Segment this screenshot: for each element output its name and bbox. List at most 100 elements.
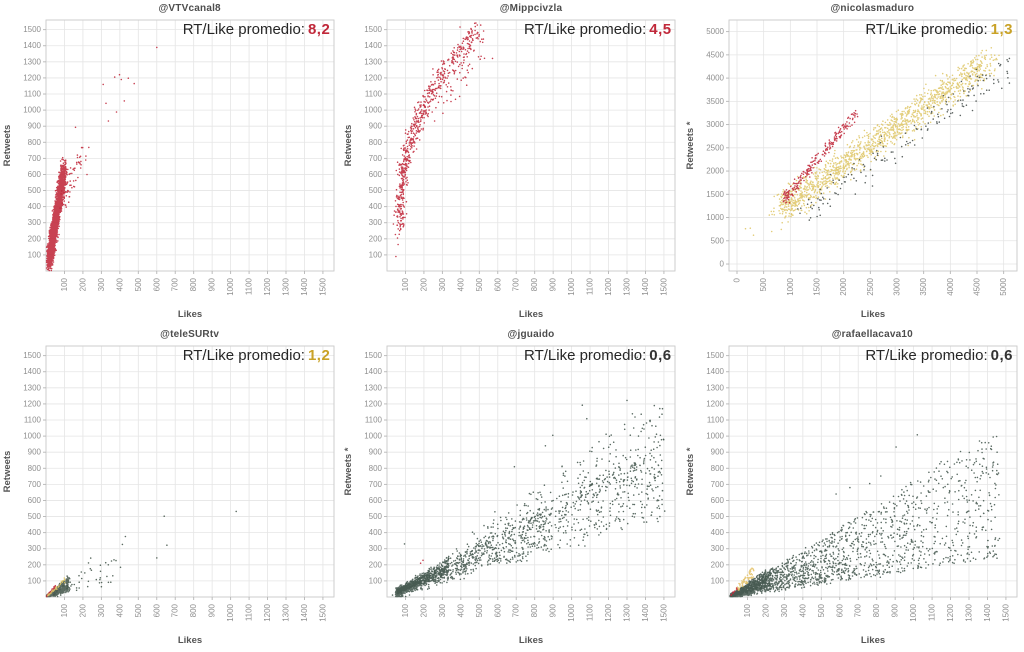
svg-text:500: 500 [134,277,143,291]
svg-text:500: 500 [710,512,724,521]
svg-text:100: 100 [401,277,410,291]
annotation-value: 8,2 [307,21,331,38]
svg-text:1500: 1500 [23,351,41,360]
rt-like-annotation: RT/Like promedio: 0,6 [865,347,1013,364]
svg-text:1200: 1200 [365,73,383,82]
svg-text:Likes: Likes [861,309,885,320]
svg-text:2500: 2500 [706,143,724,152]
svg-text:1000: 1000 [706,432,724,441]
svg-text:700: 700 [28,154,42,163]
svg-text:0: 0 [732,277,741,282]
annotation-value: 0,6 [990,347,1013,364]
scatter-panel-vtvcanal8: 100 200 300 400 500 600 700 800 900 1000 1100 1200 1… [0,0,342,326]
svg-text:100: 100 [60,277,69,291]
svg-text:500: 500 [369,186,383,195]
svg-text:500: 500 [710,236,724,245]
svg-text:600: 600 [28,170,42,179]
annotation-label: RT/Like promedio: [865,21,988,38]
svg-text:1200: 1200 [604,277,613,295]
svg-text:400: 400 [28,528,42,537]
chart-title: @nicolasmaduro [830,3,915,14]
svg-text:100: 100 [60,603,69,617]
svg-text:200: 200 [78,603,87,617]
svg-text:800: 800 [872,603,881,617]
svg-text:700: 700 [171,277,180,291]
svg-text:1300: 1300 [23,383,41,392]
svg-text:600: 600 [369,496,383,505]
svg-text:100: 100 [743,603,752,617]
svg-text:1400: 1400 [365,367,383,376]
svg-text:Likes: Likes [519,309,543,320]
rt-like-annotation: RT/Like promedio: 4,5 [524,21,672,38]
svg-text:300: 300 [438,603,447,617]
svg-text:100: 100 [401,603,410,617]
scatter-plot-mippcivzla: 100 200 300 400 500 600 700 800 900 1000 1100 1200 1… [343,19,676,320]
annotation-value: 0,6 [649,347,672,364]
svg-text:900: 900 [369,122,383,131]
svg-text:1100: 1100 [927,603,936,621]
svg-text:4000: 4000 [945,277,954,295]
scatter-plot-vtvcanal8: 100 200 300 400 500 600 700 800 900 1000 1100 1200 1… [2,19,335,320]
scatter-panel-nicolasmaduro: 0 500 1000 1500 2000 2500 3000 3500 4000 4500 5000… [682,0,1024,326]
svg-text:2000: 2000 [706,167,724,176]
rt-like-annotation: RT/Like promedio: 1,3 [865,21,1013,38]
svg-text:400: 400 [369,528,383,537]
svg-text:1200: 1200 [706,399,724,408]
svg-text:1100: 1100 [706,416,724,425]
svg-text:Retweets *: Retweets * [343,447,354,495]
svg-text:200: 200 [28,560,42,569]
svg-text:1500: 1500 [23,25,41,34]
svg-text:1200: 1200 [604,603,613,621]
annotation-label: RT/Like promedio: [182,347,305,364]
svg-text:300: 300 [710,544,724,553]
svg-text:300: 300 [97,277,106,291]
svg-text:Likes: Likes [178,635,202,646]
svg-text:3500: 3500 [706,97,724,106]
svg-text:1200: 1200 [23,399,41,408]
svg-text:1400: 1400 [706,367,724,376]
svg-text:Likes: Likes [861,635,885,646]
svg-text:1300: 1300 [365,57,383,66]
svg-text:5000: 5000 [706,27,724,36]
svg-text:1000: 1000 [785,277,794,295]
svg-text:900: 900 [890,603,899,617]
scatter-panel-telesurtv: 100 200 300 400 500 600 700 800 900 1000 1100 1200 1… [0,326,342,652]
svg-text:4000: 4000 [706,74,724,83]
rt-like-annotation: RT/Like promedio: 1,2 [183,347,331,364]
svg-text:1300: 1300 [365,383,383,392]
svg-text:300: 300 [438,277,447,291]
svg-text:100: 100 [369,576,383,585]
svg-text:2500: 2500 [865,277,874,295]
svg-text:200: 200 [420,603,429,617]
svg-text:1000: 1000 [23,432,41,441]
svg-text:900: 900 [28,122,42,131]
svg-text:800: 800 [369,464,383,473]
svg-text:1100: 1100 [245,603,254,621]
svg-text:900: 900 [208,277,217,291]
svg-text:600: 600 [494,603,503,617]
svg-text:700: 700 [369,480,383,489]
rt-like-annotation: RT/Like promedio: 0,6 [524,347,672,364]
svg-text:Retweets: Retweets [343,125,354,167]
scatter-panel-rafaellacava10: 100 200 300 400 500 600 700 800 900 1000 1100 1200 1… [682,326,1024,652]
svg-text:100: 100 [369,250,383,259]
svg-text:400: 400 [115,277,124,291]
rt-like-annotation: RT/Like promedio: 8,2 [183,21,331,38]
svg-text:700: 700 [853,603,862,617]
svg-text:300: 300 [97,603,106,617]
svg-text:1200: 1200 [263,603,272,621]
svg-text:700: 700 [512,277,521,291]
svg-text:300: 300 [369,544,383,553]
svg-text:0: 0 [719,260,724,269]
svg-text:200: 200 [369,234,383,243]
svg-text:300: 300 [28,218,42,227]
svg-text:1500: 1500 [706,190,724,199]
svg-text:1400: 1400 [641,277,650,295]
svg-text:Likes: Likes [519,635,543,646]
svg-text:400: 400 [28,202,42,211]
svg-text:600: 600 [28,496,42,505]
svg-text:400: 400 [457,603,466,617]
svg-text:800: 800 [710,464,724,473]
svg-text:400: 400 [710,528,724,537]
